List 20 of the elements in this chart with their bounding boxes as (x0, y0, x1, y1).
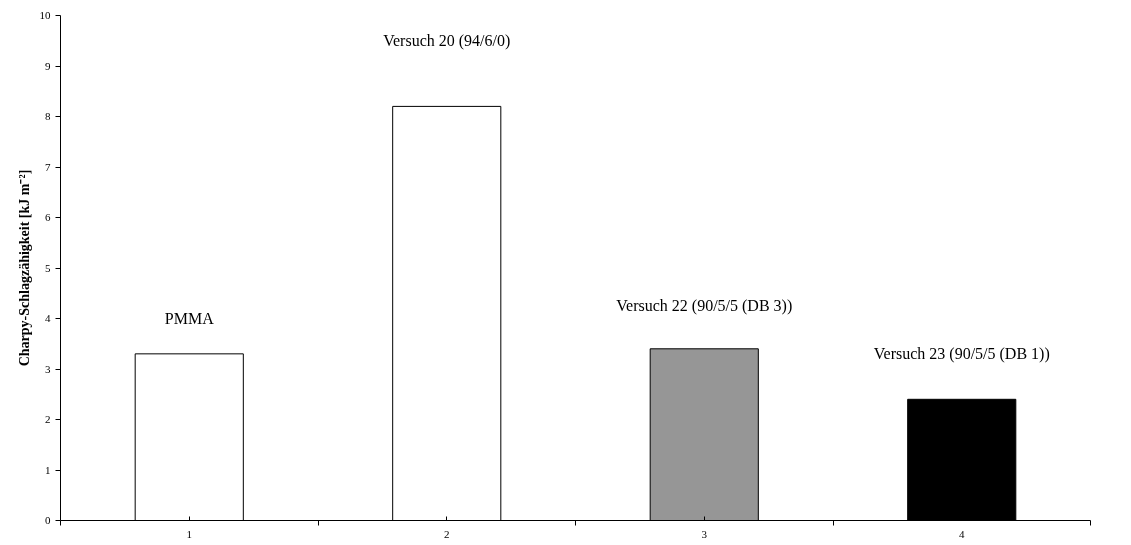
y-tick-label: 10 (39, 9, 51, 21)
y-tick-label: 5 (45, 261, 51, 274)
x-tick-label: 3 (701, 527, 708, 540)
y-tick-label: 3 (45, 362, 51, 375)
y-tick-label: 0 (45, 514, 51, 526)
y-tick-label: 4 (45, 312, 51, 324)
y-tick-label: 6 (45, 211, 51, 223)
x-tick-label: 1 (186, 527, 192, 540)
y-axis-title: Charpy-Schlagzähigkeit [kJ m⁻²] (16, 169, 32, 367)
annotation: Versuch 22 (90/5/5 (DB 3)) (616, 297, 793, 316)
y-tick-label: 8 (45, 110, 51, 122)
y-tick-label: 7 (45, 160, 51, 173)
y-tick-label: 1 (45, 463, 51, 476)
y-tick-label: 9 (45, 59, 51, 72)
annotation: PMMA (164, 310, 215, 327)
y-tick-label: 2 (45, 413, 51, 425)
x-tick-label: 2 (444, 527, 450, 540)
annotation: Versuch 23 (90/5/5 (DB 1)) (873, 345, 1050, 364)
x-tick-label: 4 (959, 527, 965, 540)
annotation: Versuch 20 (94/6/0) (383, 32, 511, 51)
